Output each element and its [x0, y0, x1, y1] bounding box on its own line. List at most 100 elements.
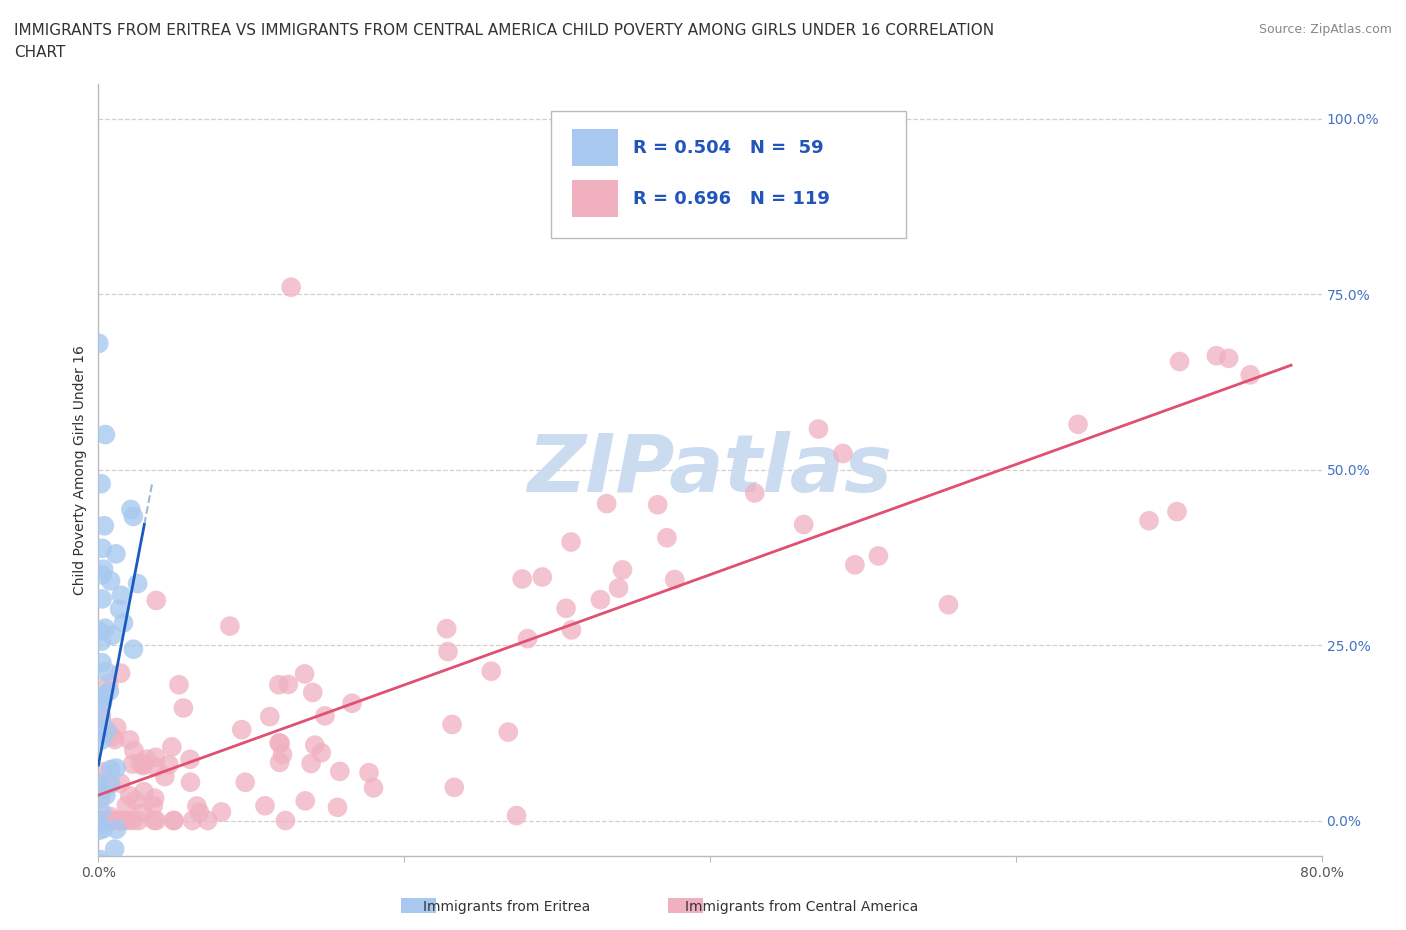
Point	[128, 813, 150, 828]
Point	[793, 517, 815, 532]
Point	[96, 664, 118, 679]
Point	[179, 751, 201, 766]
Point	[219, 618, 242, 633]
Point	[89, 870, 111, 884]
Point	[98, 684, 121, 698]
Point	[127, 577, 149, 591]
Point	[363, 780, 385, 795]
Point	[555, 601, 578, 616]
Point	[274, 813, 297, 828]
Point	[87, 870, 110, 884]
Point	[744, 485, 766, 500]
Point	[90, 691, 112, 706]
Point	[186, 799, 208, 814]
Point	[294, 667, 316, 682]
Point	[101, 813, 124, 828]
Point	[115, 798, 138, 813]
Text: Immigrants from Central America: Immigrants from Central America	[685, 899, 918, 914]
Point	[197, 813, 219, 828]
Point	[607, 580, 630, 595]
Point	[90, 870, 112, 884]
Point	[91, 764, 114, 779]
Point	[122, 743, 145, 758]
Point	[90, 708, 112, 723]
Point	[98, 870, 121, 884]
Point	[90, 633, 112, 648]
Point	[436, 621, 458, 636]
Point	[267, 736, 290, 751]
Point	[179, 775, 201, 790]
Point	[612, 563, 634, 578]
Point	[100, 813, 122, 828]
Point	[91, 870, 114, 884]
Point	[110, 813, 132, 828]
Point	[90, 733, 112, 748]
Point	[122, 642, 145, 657]
Point	[101, 628, 124, 643]
Text: IMMIGRANTS FROM ERITREA VS IMMIGRANTS FROM CENTRAL AMERICA CHILD POVERTY AMONG G: IMMIGRANTS FROM ERITREA VS IMMIGRANTS FR…	[14, 23, 994, 38]
Point	[89, 813, 111, 828]
Point	[112, 813, 135, 828]
Point	[91, 813, 114, 828]
Point	[131, 758, 153, 773]
Point	[110, 588, 132, 603]
Point	[118, 733, 141, 748]
Point	[100, 809, 122, 824]
Point	[267, 677, 290, 692]
Text: R = 0.504   N =  59: R = 0.504 N = 59	[633, 139, 824, 157]
Point	[97, 813, 120, 828]
Point	[1168, 354, 1191, 369]
Point	[94, 427, 117, 442]
Point	[105, 822, 128, 837]
Point	[94, 687, 117, 702]
Point	[100, 870, 122, 884]
Point	[145, 593, 167, 608]
Y-axis label: Child Poverty Among Girls Under 16: Child Poverty Among Girls Under 16	[73, 345, 87, 594]
Point	[145, 760, 167, 775]
Point	[93, 723, 115, 737]
Point	[115, 813, 138, 828]
Point	[89, 726, 111, 741]
Point	[589, 592, 612, 607]
Point	[301, 685, 323, 700]
Point	[93, 562, 115, 577]
Point	[531, 569, 554, 584]
Point	[498, 724, 520, 739]
Point	[1137, 513, 1160, 528]
Text: CHART: CHART	[14, 45, 66, 60]
Point	[259, 710, 281, 724]
Point	[868, 549, 890, 564]
Point	[1166, 504, 1188, 519]
Point	[89, 870, 111, 884]
Point	[96, 813, 118, 828]
Point	[595, 497, 617, 512]
Point	[209, 804, 232, 819]
Point	[437, 644, 460, 659]
Point	[647, 498, 669, 512]
Point	[832, 446, 855, 461]
Point	[89, 624, 111, 639]
Point	[314, 709, 336, 724]
Point	[233, 775, 256, 790]
Point	[90, 870, 112, 884]
Point	[294, 793, 316, 808]
Point	[96, 724, 118, 738]
Point	[104, 547, 127, 562]
Point	[253, 798, 276, 813]
Text: Immigrants from Eritrea: Immigrants from Eritrea	[423, 899, 589, 914]
Point	[87, 823, 110, 838]
Point	[329, 764, 352, 778]
Text: Source: ZipAtlas.com: Source: ZipAtlas.com	[1258, 23, 1392, 36]
Point	[91, 696, 114, 711]
Point	[664, 572, 686, 587]
Point	[122, 813, 145, 828]
Point	[105, 720, 128, 735]
Point	[91, 541, 114, 556]
Point	[938, 597, 960, 612]
Point	[93, 821, 115, 836]
Point	[479, 664, 502, 679]
Text: ZIPatlas: ZIPatlas	[527, 431, 893, 509]
Point	[90, 711, 112, 726]
Point	[94, 788, 117, 803]
Point	[112, 616, 135, 631]
